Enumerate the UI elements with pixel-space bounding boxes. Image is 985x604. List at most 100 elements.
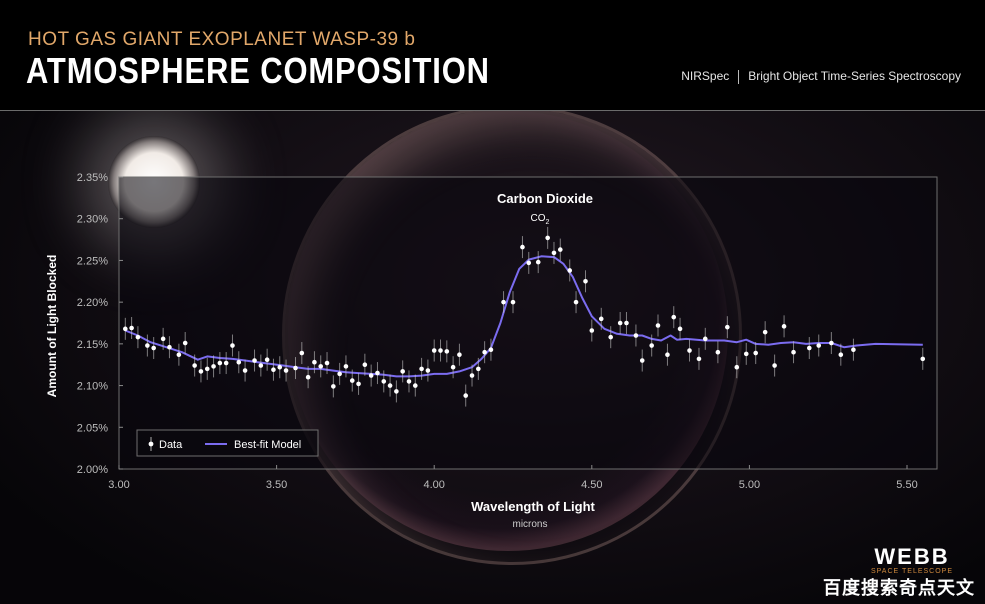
- data-point-marker: [457, 352, 462, 358]
- y-tick-label: 2.20%: [77, 297, 108, 309]
- data-point: [920, 347, 926, 370]
- data-point: [665, 343, 670, 366]
- annotation-formula-base: CO: [531, 213, 546, 224]
- data-point-marker: [425, 368, 431, 373]
- data-point-marker: [608, 334, 614, 340]
- data-point: [381, 370, 387, 393]
- data-point: [230, 334, 235, 357]
- data-point: [753, 342, 759, 365]
- data-point-marker: [271, 367, 276, 373]
- data-point: [394, 380, 399, 403]
- data-point: [557, 238, 563, 261]
- data-point-marker: [469, 373, 475, 378]
- data-point-marker: [198, 369, 204, 374]
- data-point: [343, 355, 349, 378]
- data-point: [236, 351, 242, 374]
- data-point: [450, 356, 456, 379]
- data-point-marker: [318, 364, 324, 369]
- data-point-marker: [838, 352, 844, 358]
- data-point-marker: [324, 360, 330, 366]
- x-axis-unit: microns: [512, 519, 547, 530]
- data-point-marker: [305, 374, 311, 380]
- data-point: [715, 341, 721, 364]
- data-point: [838, 343, 844, 366]
- data-point-marker: [236, 359, 242, 365]
- data-point: [725, 316, 730, 339]
- logo-subtext: SPACE TELESCOPE: [870, 568, 954, 575]
- data-point: [192, 354, 197, 377]
- data-point: [264, 348, 270, 371]
- data-point: [145, 334, 150, 357]
- data-point-marker: [501, 299, 506, 305]
- data-point: [526, 251, 532, 274]
- data-point-marker: [624, 320, 629, 326]
- data-point-marker: [920, 356, 926, 362]
- data-point: [271, 358, 276, 381]
- data-point: [438, 339, 443, 362]
- data-point-marker: [617, 320, 623, 326]
- data-point-marker: [145, 343, 150, 348]
- data-point-marker: [762, 329, 768, 335]
- data-point: [567, 259, 573, 282]
- divider: [738, 69, 740, 84]
- data-point: [204, 357, 210, 380]
- data-point: [583, 270, 588, 293]
- data-point: [252, 349, 257, 372]
- data-point-marker: [182, 340, 188, 346]
- data-point-marker: [151, 345, 156, 351]
- data-point: [258, 354, 264, 377]
- data-point-marker: [573, 299, 579, 305]
- data-point-marker: [557, 247, 563, 252]
- data-point: [312, 351, 317, 374]
- data-point-marker: [463, 393, 469, 398]
- data-point: [649, 334, 654, 357]
- data-point-marker: [381, 379, 387, 384]
- x-axis-ticks: 3.00 3.50 4.00 4.50 5.00 5.50: [108, 465, 918, 491]
- data-point-marker: [252, 358, 257, 363]
- data-point-marker: [160, 336, 166, 342]
- data-point: [617, 312, 623, 334]
- model-series: [124, 255, 923, 378]
- data-point-marker: [829, 340, 834, 346]
- data-point-marker: [772, 363, 777, 368]
- y-tick-label: 2.10%: [77, 381, 108, 393]
- data-point-marker: [343, 364, 349, 369]
- instrument-label: NIRSpec Bright Object Time-Series Spectro…: [681, 69, 961, 84]
- data-point: [176, 343, 182, 366]
- data-point: [677, 317, 683, 340]
- data-point: [431, 339, 437, 362]
- data-point: [135, 326, 141, 349]
- data-point-marker: [431, 348, 437, 353]
- annotation-formula-subscript: 2: [546, 219, 550, 226]
- data-point-marker: [204, 366, 210, 372]
- data-point-marker: [677, 326, 683, 332]
- data-point: [573, 291, 579, 314]
- data-point: [772, 354, 777, 377]
- data-series: [123, 226, 926, 407]
- data-point: [633, 324, 639, 347]
- data-point-marker: [211, 364, 216, 369]
- data-point-marker: [816, 343, 822, 348]
- data-point: [639, 349, 645, 372]
- data-point: [167, 336, 172, 359]
- data-point: [702, 327, 708, 350]
- data-point-marker: [135, 334, 141, 340]
- data-point: [598, 307, 604, 330]
- data-point: [520, 236, 525, 259]
- data-point-marker: [129, 325, 134, 331]
- data-point-marker: [176, 352, 182, 358]
- data-point-marker: [167, 344, 172, 350]
- legend-data-label: Data: [159, 439, 183, 451]
- data-point-marker: [299, 350, 305, 356]
- data-point: [829, 332, 834, 355]
- data-point: [469, 364, 475, 387]
- data-point-marker: [551, 250, 557, 256]
- instrument-name: NIRSpec: [681, 69, 730, 83]
- x-tick-label: 4.50: [581, 479, 602, 491]
- data-point: [463, 384, 469, 407]
- data-point-marker: [293, 365, 298, 371]
- data-point-marker: [387, 383, 393, 388]
- data-point-marker: [283, 368, 289, 373]
- y-tick-label: 2.30%: [77, 214, 108, 226]
- y-tick-label: 2.05%: [77, 422, 108, 434]
